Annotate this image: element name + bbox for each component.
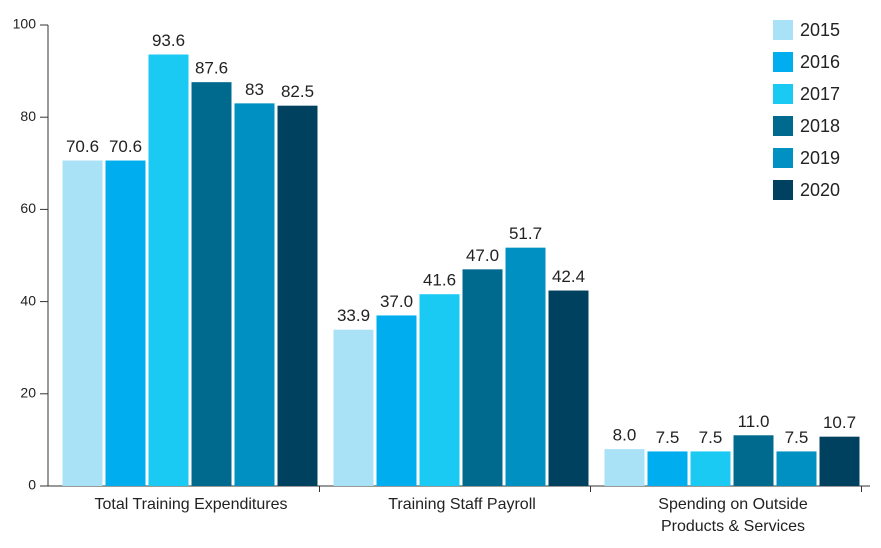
y-tick-label: 100 — [13, 16, 37, 32]
value-label: 47.0 — [466, 246, 499, 265]
bar — [419, 294, 460, 486]
legend-swatch — [773, 148, 793, 168]
value-label: 8.0 — [613, 426, 637, 445]
value-label: 7.5 — [656, 428, 680, 447]
legend-swatch — [773, 84, 793, 104]
value-label: 70.6 — [109, 137, 142, 156]
legend-label: 2018 — [800, 116, 840, 136]
bar — [191, 82, 232, 486]
bar — [819, 436, 860, 486]
value-label: 87.6 — [195, 59, 228, 78]
legend-swatch — [773, 116, 793, 136]
bar — [647, 451, 688, 486]
legend-swatch — [773, 20, 793, 40]
x-tick-label: Training Staff Payroll — [388, 496, 536, 513]
bar — [376, 315, 417, 486]
bar — [333, 329, 374, 486]
y-tick-label: 40 — [20, 292, 36, 308]
value-label: 42.4 — [552, 267, 585, 286]
value-label: 41.6 — [423, 271, 456, 290]
bar — [148, 54, 189, 487]
legend-swatch — [773, 52, 793, 72]
legend-swatch — [773, 180, 793, 200]
bar — [462, 269, 503, 486]
y-tick-label: 0 — [28, 477, 36, 493]
value-label: 82.5 — [281, 82, 314, 101]
bar — [62, 160, 103, 486]
value-label: 70.6 — [66, 137, 99, 156]
y-tick-label: 80 — [20, 108, 36, 124]
legend-label: 2016 — [800, 52, 840, 72]
x-tick-label: Total Training Expenditures — [94, 496, 288, 513]
value-label: 51.7 — [509, 224, 542, 243]
bar — [733, 435, 774, 486]
y-tick-label: 20 — [20, 385, 36, 401]
value-label: 7.5 — [785, 428, 809, 447]
bar — [604, 449, 645, 486]
legend-label: 2017 — [800, 84, 840, 104]
value-label: 7.5 — [699, 428, 723, 447]
bar — [234, 103, 275, 487]
bar — [548, 290, 589, 486]
value-label: 33.9 — [337, 306, 370, 325]
bar — [505, 247, 546, 486]
value-label: 93.6 — [152, 31, 185, 50]
bar — [776, 451, 817, 486]
bar — [105, 160, 146, 486]
value-label: 37.0 — [380, 292, 413, 311]
legend-label: 2020 — [800, 180, 840, 200]
y-tick-label: 60 — [20, 200, 36, 216]
bar — [690, 451, 731, 486]
value-label: 83 — [245, 80, 264, 99]
bar — [277, 105, 318, 487]
value-label: 10.7 — [823, 413, 856, 432]
legend-label: 2015 — [800, 20, 840, 40]
legend-label: 2019 — [800, 148, 840, 168]
value-label: 11.0 — [738, 412, 770, 431]
x-tick-label: Spending on Outside Products & Services — [658, 496, 808, 535]
